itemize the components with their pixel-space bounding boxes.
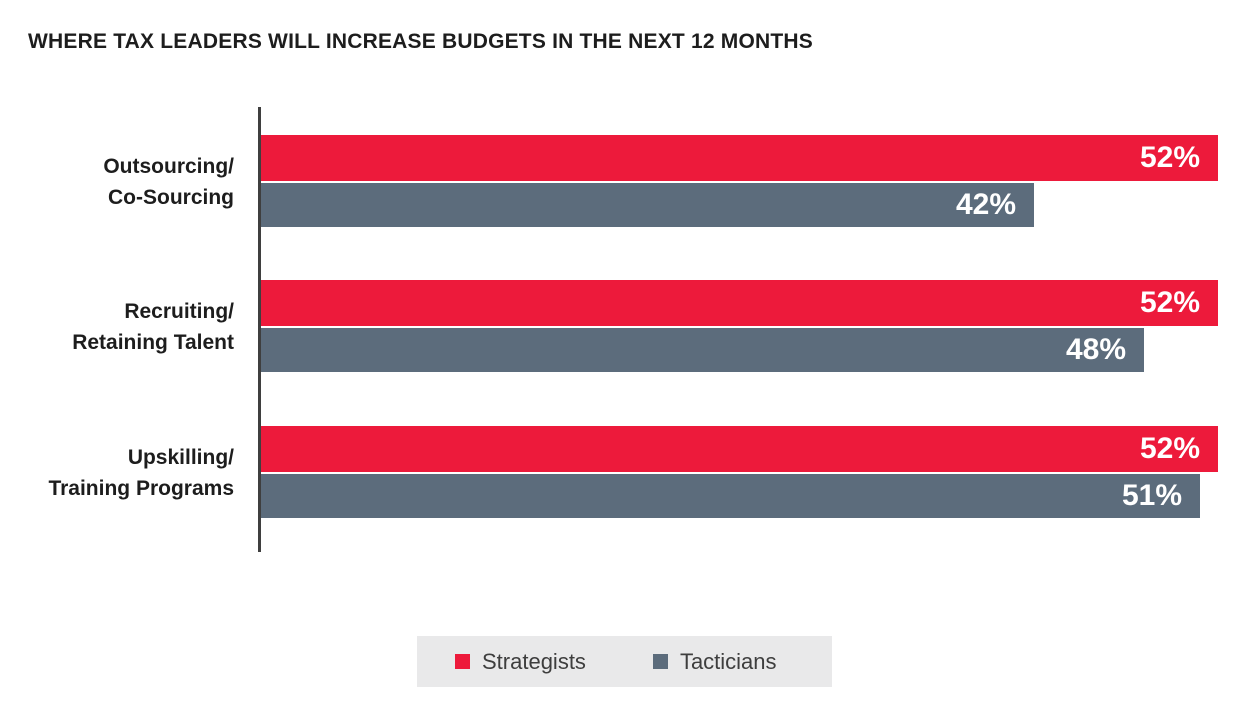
category-label-upskilling-training-programs: Upskilling/Training Programs bbox=[0, 442, 234, 504]
bar-strategists-upskilling-training-programs: 52% bbox=[261, 426, 1218, 472]
category-label-line: Co-Sourcing bbox=[108, 186, 234, 209]
value-label-tacticians-outsourcing-co-sourcing: 42% bbox=[955, 188, 1016, 221]
bar-tacticians-recruiting-retaining-talent: 48% bbox=[261, 328, 1144, 372]
legend-label-strategists: Strategists bbox=[482, 648, 586, 674]
category-label-line: Outsourcing/ bbox=[103, 155, 234, 178]
bar-tacticians-upskilling-training-programs: 51% bbox=[261, 474, 1200, 518]
value-label-tacticians-recruiting-retaining-talent: 48% bbox=[1065, 333, 1126, 366]
bar-strategists-outsourcing-co-sourcing: 52% bbox=[261, 135, 1218, 181]
legend: Strategists Tacticians bbox=[417, 636, 832, 687]
legend-label-tacticians: Tacticians bbox=[679, 648, 777, 674]
value-label-strategists-outsourcing-co-sourcing: 52% bbox=[1139, 141, 1200, 174]
tacticians-swatch-icon bbox=[652, 654, 668, 669]
category-label-line: Retaining Talent bbox=[72, 331, 234, 354]
category-label-recruiting-retaining-talent: Recruiting/Retaining Talent bbox=[0, 296, 234, 358]
y-axis-line bbox=[258, 107, 261, 552]
bar-strategists-recruiting-retaining-talent: 52% bbox=[261, 280, 1218, 326]
legend-item-strategists: Strategists bbox=[455, 649, 586, 675]
category-label-line: Training Programs bbox=[48, 477, 234, 500]
category-label-line: Upskilling/ bbox=[127, 446, 234, 469]
chart-title: WHERE TAX LEADERS WILL INCREASE BUDGETS … bbox=[28, 30, 813, 53]
value-label-tacticians-upskilling-training-programs: 51% bbox=[1121, 479, 1182, 512]
legend-item-tacticians: Tacticians bbox=[652, 648, 777, 675]
value-label-strategists-recruiting-retaining-talent: 52% bbox=[1139, 286, 1200, 319]
category-label-line: Recruiting/ bbox=[124, 300, 234, 323]
bar-tacticians-outsourcing-co-sourcing: 42% bbox=[261, 183, 1034, 227]
category-label-outsourcing-co-sourcing: Outsourcing/Co-Sourcing bbox=[0, 151, 234, 213]
value-label-strategists-upskilling-training-programs: 52% bbox=[1139, 432, 1200, 465]
strategists-swatch-icon bbox=[455, 654, 470, 669]
